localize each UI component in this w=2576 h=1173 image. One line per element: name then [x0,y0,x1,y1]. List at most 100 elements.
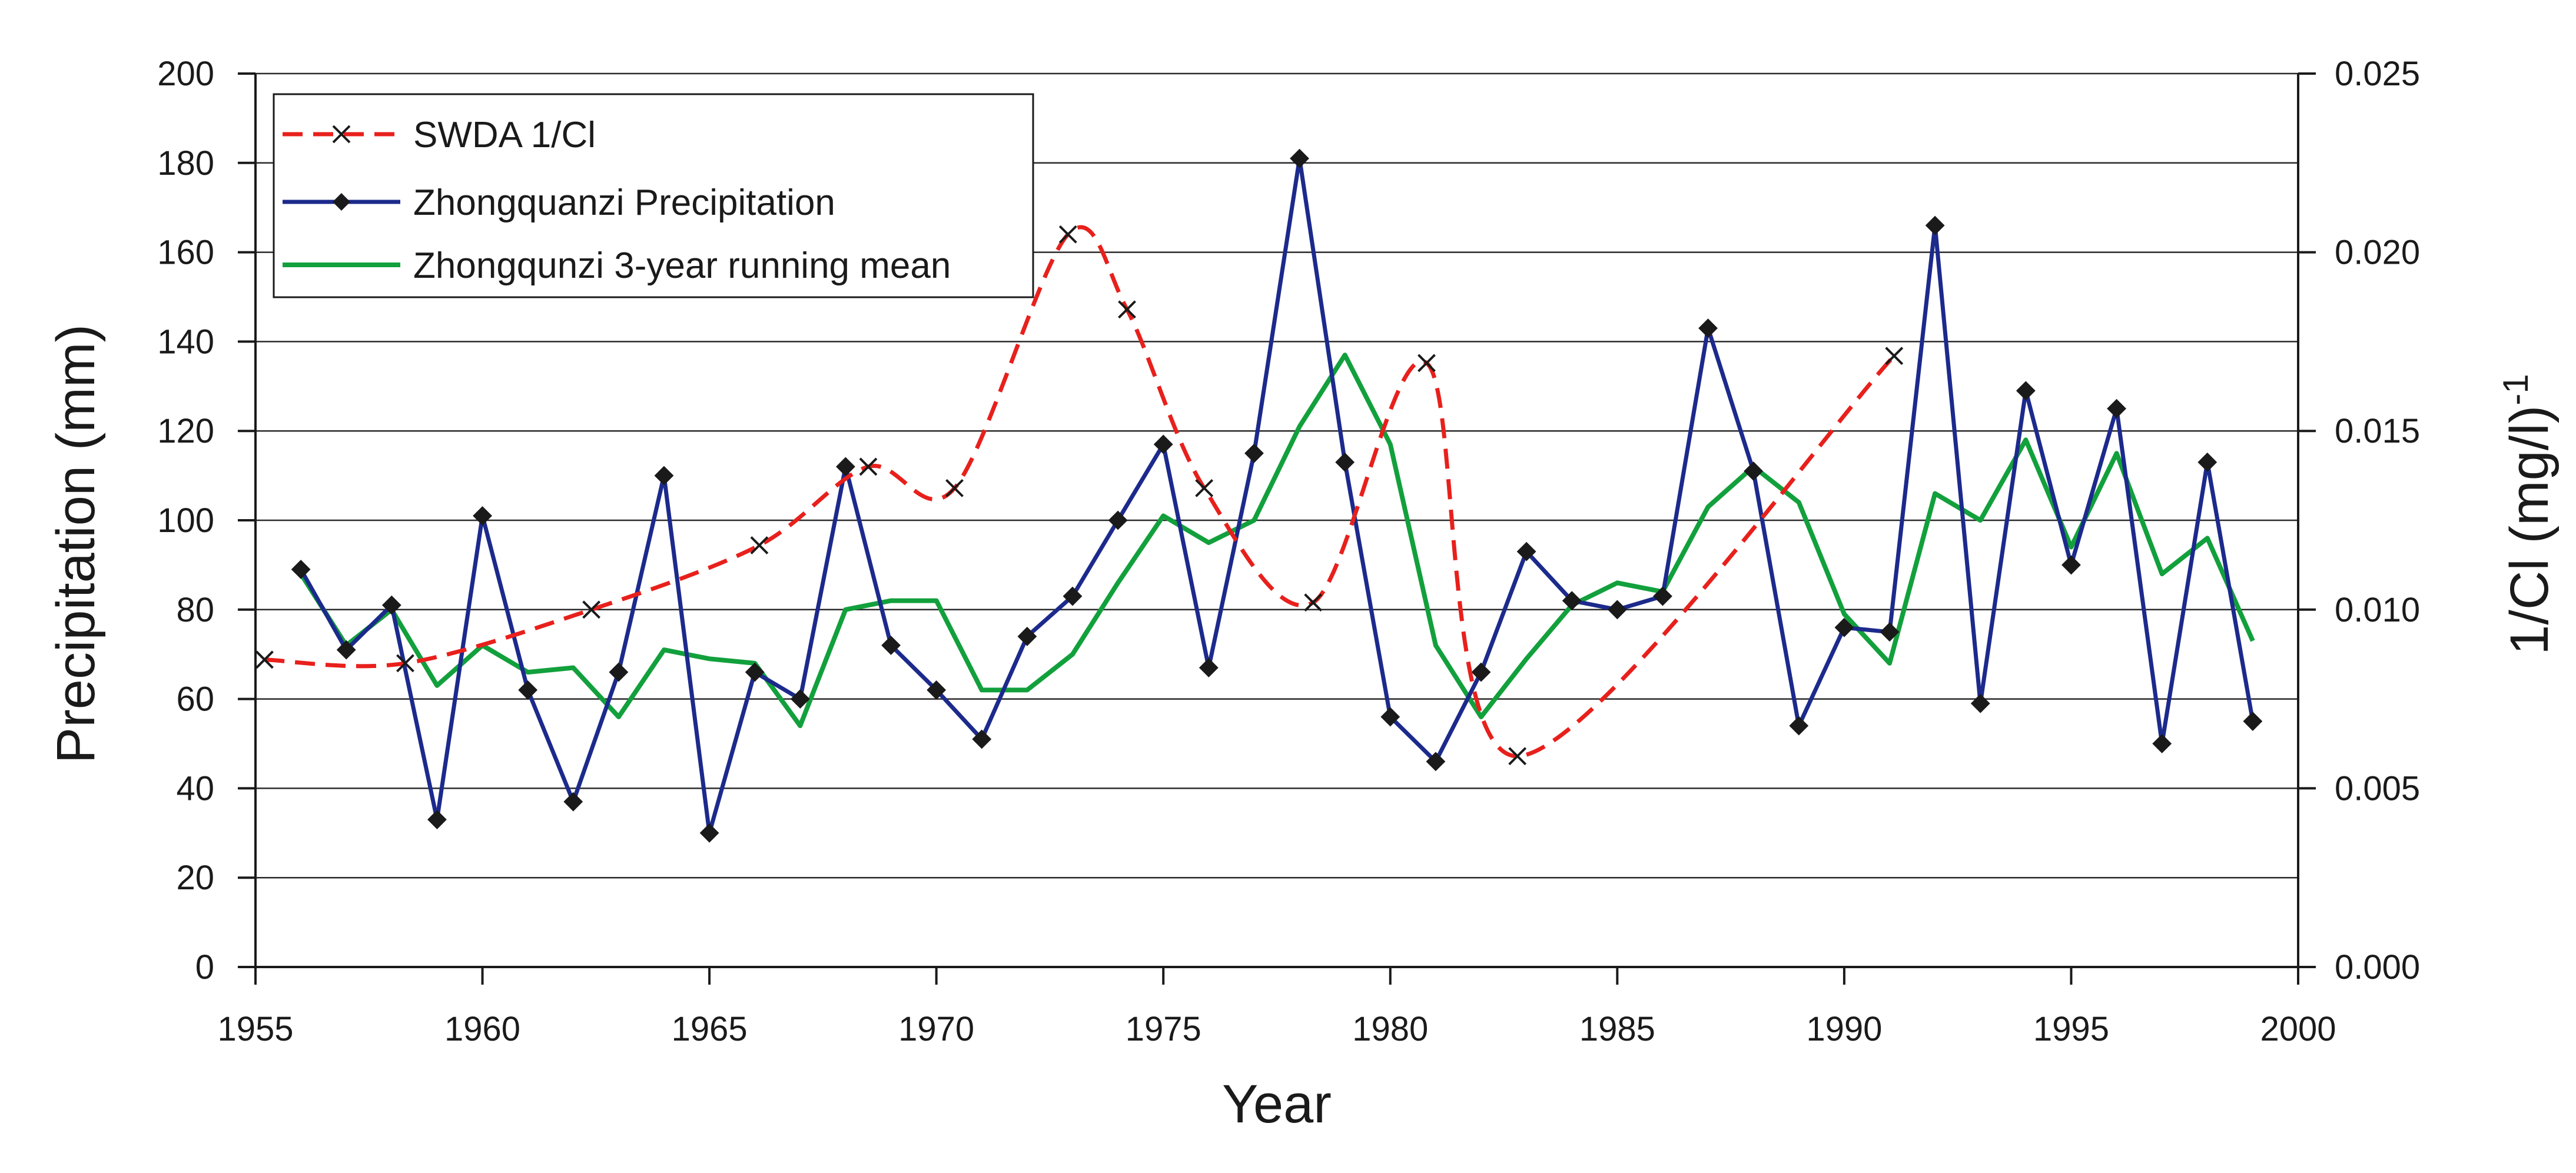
precip-point [1335,452,1355,472]
precip-point [563,792,583,812]
precip-point [381,595,401,615]
precip-point [2197,452,2218,472]
series-layer [255,148,2263,843]
precip-point [291,560,311,579]
swda-point [1304,593,1323,612]
x-tick-label: 1995 [2033,1010,2109,1048]
precip-point [1970,693,1990,713]
precip-point [790,689,810,709]
precip-point [972,729,992,749]
swda-point [1195,478,1214,497]
precip-point [745,662,765,682]
precip-point [1516,541,1536,561]
axis-ticks: 0 20 40 60 80 100 120 140 160 180 200 0.000 0.005 0.0… [157,55,2420,1048]
precip-point [699,823,719,843]
legend-marker-x [332,125,351,144]
precip-point [609,662,629,682]
y2-tick-label: 0.020 [2335,234,2420,272]
y-tick-label: 100 [157,501,214,540]
precip-point [1880,622,1900,642]
y-tick-label: 120 [157,412,214,450]
series-line-2 [298,353,2255,729]
x-tick-label: 1975 [1126,1010,1201,1048]
x-tick-label: 1990 [1806,1010,1882,1048]
precip-point [1789,716,1809,736]
swda-point [1058,225,1077,244]
legend-marker-diamond [333,193,350,211]
swda-point [945,478,964,497]
y-tick-label: 80 [176,591,214,629]
precip-point [1244,443,1264,463]
x-tick-label: 2000 [2260,1010,2336,1048]
y2-tick-label: 0.025 [2335,55,2420,93]
x-tick-label: 1985 [1579,1010,1655,1048]
legend-items: SWDA 1/Cl Zhongquanzi Precipitation Zhongq… [283,115,951,286]
precip-point [2062,555,2081,575]
swda-point [255,650,274,669]
y-tick-label: 40 [176,769,214,808]
swda-point [582,600,601,619]
precip-point [1290,148,1309,168]
precip-point [427,810,447,829]
precip-point [1698,318,1718,338]
x-tick-label: 1960 [444,1010,520,1048]
precip-point [2016,381,2036,401]
precip-point [2243,712,2263,731]
precip-point [473,506,492,526]
precip-point [654,466,674,486]
y-tick-label: 160 [157,234,214,272]
y-tick-label: 180 [157,144,214,182]
precip-point [1834,617,1854,637]
x-tick-label: 1955 [217,1010,293,1048]
y2-axis-title: 1/Cl (mg/l)-1 [2496,374,2560,655]
x-tick-label: 1965 [672,1010,748,1048]
precip-point [336,640,356,660]
legend-label-1: Zhongquanzi Precipitation [413,182,835,223]
precip-point [2107,398,2126,418]
y2-axis-title-main: 1/Cl (mg/l) [2499,406,2560,655]
swda-point [1885,347,1904,365]
precip-point [1653,586,1672,606]
precip-point [1471,662,1491,682]
precip-point [1562,591,1582,611]
swda-point [1418,354,1436,373]
precip-point [927,680,947,700]
y-tick-label: 60 [176,680,214,719]
y2-tick-label: 0.005 [2335,769,2420,808]
swda-point [859,457,878,476]
precip-point [1063,586,1083,606]
legend-label-0: SWDA 1/Cl [413,115,596,155]
legend: SWDA 1/Cl Zhongquanzi Precipitation Zhongq… [273,93,1034,298]
swda-point [750,536,769,554]
precip-point [836,457,855,477]
y2-tick-label: 0.000 [2335,948,2420,986]
y2-tick-label: 0.015 [2335,412,2420,450]
precip-point [1380,707,1400,727]
y-tick-label: 0 [195,948,214,986]
swda-point [1508,747,1527,766]
y2-axis-title-exponent: -1 [2496,374,2535,405]
precip-point [881,636,901,655]
precip-point [1744,461,1764,481]
y-tick-label: 200 [157,55,214,93]
precip-point [2152,734,2172,753]
series-line-0 [264,225,1896,759]
series-line-1 [299,156,2255,835]
precip-point [1108,510,1128,530]
precip-point [1199,658,1219,677]
precip-point [518,680,538,700]
swda-point [396,654,414,673]
y-tick-label: 20 [176,859,214,897]
x-axis-title: Year [1222,1074,1332,1134]
precip-point [1925,215,1945,235]
x-tick-label: 1970 [898,1010,974,1048]
precip-point [1017,626,1037,646]
precip-point [1153,434,1173,454]
legend-label-2: Zhongqunzi 3-year running mean [413,245,951,286]
y-axis-title: Precipitation (mm) [46,324,106,763]
swda-point [1118,300,1136,319]
precip-point [1607,600,1627,620]
precip-point [1426,752,1446,772]
y-tick-label: 140 [157,323,214,361]
